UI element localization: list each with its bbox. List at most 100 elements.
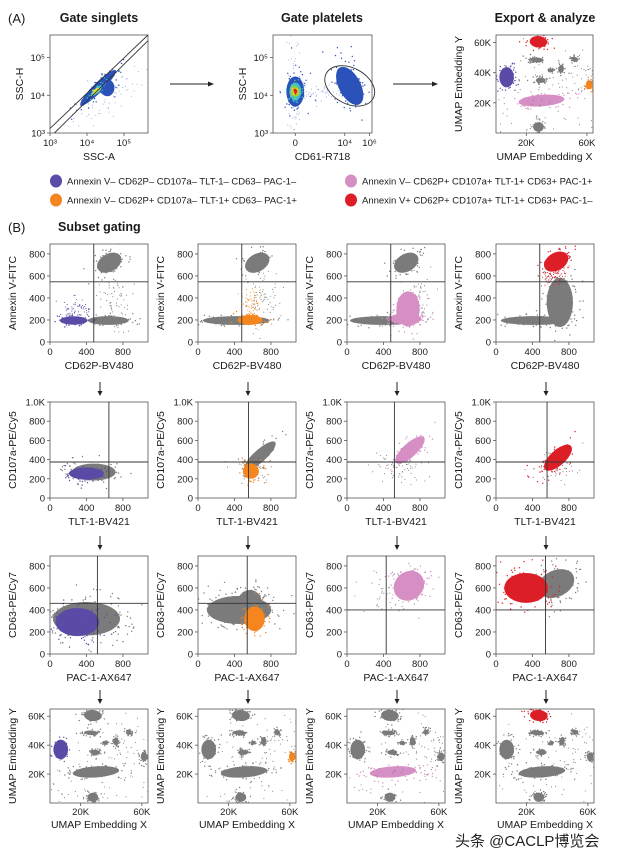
data-point [293, 109, 296, 112]
data-point [542, 276, 544, 278]
data-point [292, 67, 295, 69]
data-point [307, 112, 309, 115]
data-point [78, 719, 80, 722]
data-point [403, 249, 406, 251]
data-point [563, 313, 565, 316]
data-point [421, 313, 423, 315]
data-point [548, 70, 551, 73]
data-point [529, 124, 532, 126]
data-point [536, 316, 539, 318]
data-point [265, 455, 268, 458]
data-point [259, 635, 261, 637]
data-point [111, 293, 113, 295]
data-point [267, 453, 269, 455]
data-point [604, 53, 605, 54]
data-point [294, 105, 296, 108]
data-point [600, 62, 601, 63]
data-point [111, 592, 114, 595]
data-point [533, 467, 535, 469]
data-point [250, 613, 253, 615]
data-point [536, 129, 539, 131]
data-point [95, 633, 98, 635]
data-point [95, 721, 97, 723]
data-point [370, 323, 372, 325]
data-point [510, 78, 513, 80]
data-point [387, 317, 389, 319]
data-point [113, 320, 115, 322]
data-point [569, 56, 571, 58]
data-point [252, 310, 254, 312]
data-point [261, 268, 263, 270]
data-point [408, 469, 410, 471]
data-point [75, 713, 77, 715]
data-point [413, 325, 415, 327]
data-point [114, 614, 117, 616]
data-point [92, 632, 95, 635]
data-point [416, 597, 419, 599]
data-point [267, 258, 270, 260]
data-point [343, 83, 346, 86]
y-tick-label: 800 [475, 561, 491, 572]
data-point [295, 64, 297, 67]
data-point [547, 43, 549, 45]
data-point [417, 439, 419, 441]
platelet-gate-ellipse[interactable] [318, 58, 382, 115]
data-point [104, 315, 107, 317]
data-point [559, 472, 561, 474]
data-point [120, 293, 122, 295]
x-axis-label: TLT-1-BV421 [365, 516, 427, 528]
data-point [391, 311, 393, 313]
y-tick-label: 600 [326, 271, 342, 282]
data-point [513, 598, 515, 600]
data-point [302, 88, 304, 90]
data-point [262, 477, 264, 479]
data-point [416, 319, 418, 321]
data-point [322, 90, 324, 92]
data-point [223, 319, 225, 321]
y-tick-label: 200 [177, 474, 193, 485]
data-point [273, 307, 275, 309]
data-point [100, 642, 102, 644]
data-point [402, 264, 404, 267]
data-point [267, 447, 269, 449]
data-point [71, 314, 74, 317]
data-point [560, 259, 562, 261]
data-point [264, 293, 266, 295]
population-core [97, 252, 122, 273]
data-point [401, 320, 403, 323]
data-point [559, 86, 561, 88]
data-point [126, 77, 128, 80]
data-point [74, 310, 76, 312]
data-point [232, 313, 235, 315]
data-point [85, 769, 88, 772]
data-point [563, 585, 565, 587]
data-point [305, 90, 307, 93]
data-point [259, 297, 261, 299]
data-point [110, 626, 112, 628]
data-point [584, 88, 586, 90]
data-point [114, 270, 116, 272]
data-point [48, 629, 49, 630]
data-point [413, 302, 416, 305]
data-point [86, 97, 89, 99]
data-point [348, 61, 350, 63]
data-point [536, 126, 538, 129]
data-point [568, 291, 570, 293]
data-point [417, 321, 420, 323]
x-tick-label: 0 [195, 659, 200, 670]
singlet-gate-line[interactable] [49, 34, 149, 129]
data-point [349, 107, 351, 110]
data-point [548, 601, 550, 604]
data-point [68, 324, 70, 326]
data-point [409, 261, 412, 264]
data-point [550, 264, 552, 266]
data-point [551, 576, 554, 578]
data-point [587, 65, 589, 67]
data-point [109, 78, 111, 81]
data-point [553, 611, 556, 613]
data-point [552, 467, 554, 469]
data-point [588, 80, 590, 82]
singlet-gate-line[interactable] [54, 40, 149, 134]
data-point [537, 124, 539, 127]
data-point [81, 768, 84, 770]
